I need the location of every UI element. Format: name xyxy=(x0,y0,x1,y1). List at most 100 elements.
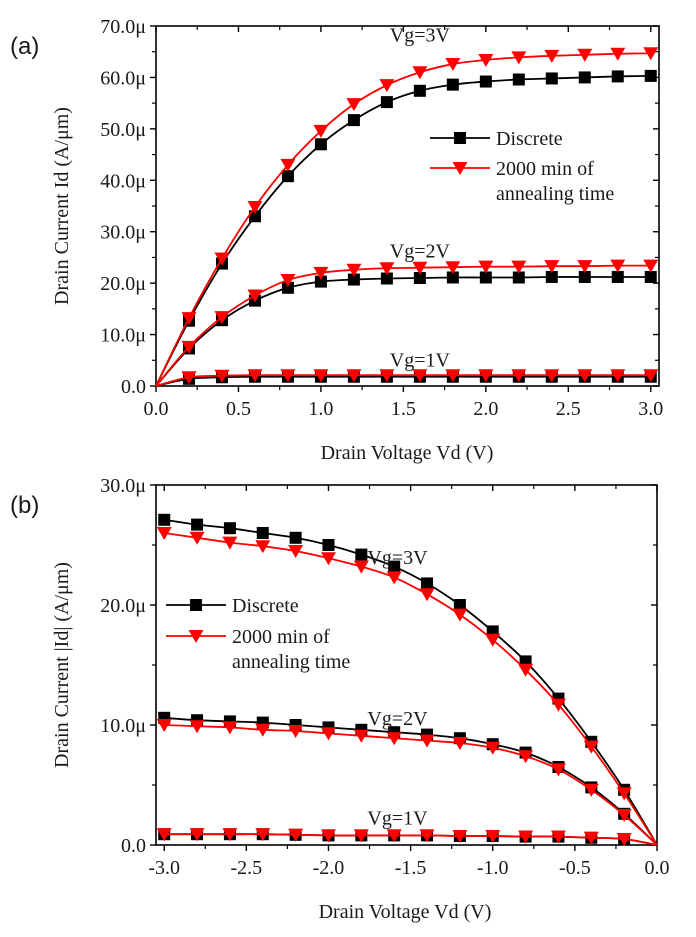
data-point xyxy=(544,369,560,383)
data-point xyxy=(255,540,271,554)
data-point xyxy=(413,84,426,97)
data-point xyxy=(314,275,327,288)
data-point xyxy=(479,75,492,88)
y-axis-title: Drain Current |Id| (A/μm) xyxy=(51,562,73,768)
data-point xyxy=(320,829,336,843)
data-point xyxy=(280,369,296,383)
data-point xyxy=(583,783,599,797)
data-point xyxy=(412,66,428,80)
data-point xyxy=(353,729,369,743)
legend-label: Discrete xyxy=(232,595,299,617)
data-point xyxy=(214,369,230,383)
data-point xyxy=(214,252,230,266)
y-tick-label: 0.0 xyxy=(121,376,146,398)
data-point xyxy=(379,369,395,383)
y-tick-label: 20.0μ xyxy=(100,273,146,295)
data-point xyxy=(313,266,329,280)
x-tick-label: -2.5 xyxy=(231,857,263,879)
series-annealed-vg-3v xyxy=(155,47,659,387)
y-tick-label: 40.0μ xyxy=(100,170,146,192)
data-point xyxy=(353,829,369,843)
data-point xyxy=(550,830,566,844)
data-point xyxy=(479,271,492,284)
data-point xyxy=(478,53,494,67)
data-point xyxy=(421,577,434,590)
data-point xyxy=(347,273,360,286)
data-point xyxy=(247,201,263,215)
data-point xyxy=(181,312,197,326)
data-point xyxy=(313,369,329,383)
data-point xyxy=(191,518,204,531)
y-tick-label: 20.0μ xyxy=(100,595,146,617)
legend: Discrete 2000 min of annealing time xyxy=(166,595,350,673)
legend-label: Discrete xyxy=(496,128,563,150)
data-point xyxy=(355,548,368,561)
legend-entry-discrete: Discrete xyxy=(166,595,299,617)
series-line xyxy=(164,833,658,846)
gate-voltage-annotation: Vg=3V xyxy=(367,547,428,569)
data-point xyxy=(158,513,171,526)
y-tick-label: 30.0μ xyxy=(100,475,146,497)
gate-voltage-annotation: Vg=2V xyxy=(367,708,428,730)
y-tick-label: 70.0μ xyxy=(100,16,146,38)
data-point xyxy=(544,260,560,274)
data-point xyxy=(281,281,294,294)
data-point xyxy=(412,261,428,275)
data-point xyxy=(419,829,435,843)
x-tick-label: 0.0 xyxy=(144,398,169,420)
x-tick-label: 3.0 xyxy=(638,398,663,420)
data-point xyxy=(256,527,269,539)
data-point xyxy=(347,114,360,127)
data-point xyxy=(214,311,230,325)
y-tick-label: 60.0μ xyxy=(100,67,146,89)
legend-triangle-marker xyxy=(452,162,468,175)
panel-b: (b) -3.0 -2.5 -2.0 -1.5 -1.0 -0.5 0.0 0.0 10.0μ 2… xyxy=(10,475,670,923)
data-point xyxy=(446,78,459,91)
data-point xyxy=(616,809,632,822)
data-point xyxy=(445,58,461,72)
series-annealed-vg-2v xyxy=(156,719,658,846)
data-point xyxy=(281,170,294,183)
data-point xyxy=(255,723,271,737)
data-point xyxy=(386,571,402,585)
legend-label: 2000 min of xyxy=(232,626,330,648)
data-point xyxy=(578,71,591,84)
data-point xyxy=(545,270,558,283)
data-point xyxy=(412,369,428,383)
data-point xyxy=(280,158,296,172)
gate-voltage-annotation: Vg=1V xyxy=(390,349,451,371)
data-point xyxy=(644,69,657,82)
legend-label: annealing time xyxy=(232,651,350,673)
legend: Discrete 2000 min of annealing time xyxy=(430,128,614,205)
series-layer xyxy=(155,47,659,387)
data-point xyxy=(288,545,304,558)
series-line xyxy=(155,264,651,387)
series-line xyxy=(155,374,651,387)
data-point xyxy=(247,369,263,383)
data-point xyxy=(289,531,302,544)
data-point xyxy=(247,289,263,303)
data-point xyxy=(452,737,468,750)
legend-label: 2000 min of xyxy=(496,158,594,180)
series-annealed-vg-1v xyxy=(156,828,658,846)
data-point xyxy=(512,271,525,284)
series-line xyxy=(155,276,651,387)
annotation-layer: Vg=3V Vg=2V Vg=1V xyxy=(390,24,451,371)
data-point xyxy=(511,51,527,65)
data-point xyxy=(611,270,624,283)
data-point xyxy=(610,259,626,273)
series-line xyxy=(164,724,658,846)
data-point xyxy=(485,633,501,647)
x-tick-label: -0.5 xyxy=(559,857,591,879)
data-point xyxy=(255,828,271,842)
data-point xyxy=(346,98,362,112)
panel-a: (a) 0.0 0.5 1.0 1.5 2.0 2.5 3.0 0.0 10.0μ 20.0μ 30… xyxy=(10,16,663,464)
series-annealed-vg-1v xyxy=(155,369,659,387)
data-point xyxy=(577,48,593,62)
data-point xyxy=(445,261,461,275)
data-point xyxy=(189,720,205,734)
data-point xyxy=(453,599,466,611)
x-tick-label: 2.5 xyxy=(556,398,581,420)
panel-label: (b) xyxy=(10,492,39,519)
